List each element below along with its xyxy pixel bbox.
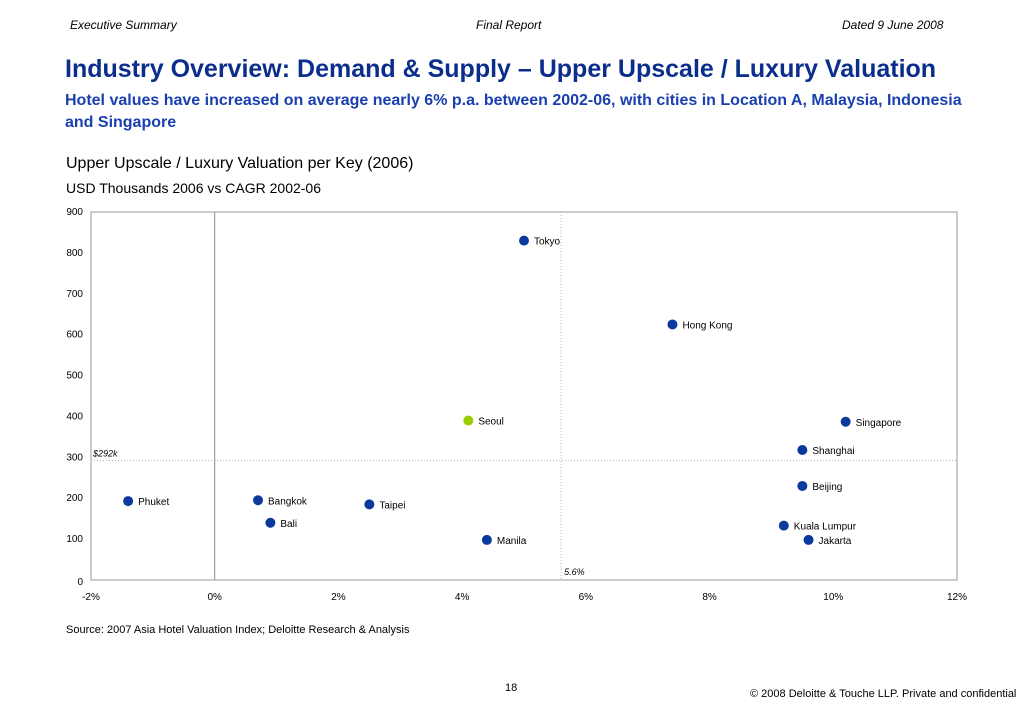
chart-title: Upper Upscale / Luxury Valuation per Key… xyxy=(66,155,414,172)
data-point-label: Seoul xyxy=(478,417,504,428)
data-point xyxy=(840,416,851,427)
y-tick-label: 900 xyxy=(66,207,83,218)
data-point xyxy=(667,319,678,330)
data-point-label: Bangkok xyxy=(268,496,308,507)
data-point-label: Bali xyxy=(280,519,297,530)
y-tick-label: 400 xyxy=(66,411,83,422)
y-tick-label: 300 xyxy=(66,452,83,463)
data-point-label: Taipei xyxy=(379,500,405,511)
x-tick-label: 12% xyxy=(947,592,967,603)
data-point xyxy=(778,520,789,531)
data-point xyxy=(364,499,375,510)
x-tick-label: 4% xyxy=(455,592,470,603)
data-point-label: Kuala Lumpur xyxy=(794,522,857,533)
source-note: Source: 2007 Asia Hotel Valuation Index;… xyxy=(66,624,410,636)
y-tick-label: 800 xyxy=(66,248,83,259)
data-point xyxy=(797,480,808,491)
data-point xyxy=(797,444,808,455)
data-point xyxy=(123,496,134,507)
data-point xyxy=(463,415,474,426)
copyright-notice: © 2008 Deloitte & Touche LLP. Private an… xyxy=(750,688,1017,700)
data-point-label: Manila xyxy=(497,536,527,547)
data-point xyxy=(265,517,276,528)
header-date-label: Dated 9 June 2008 xyxy=(842,18,944,32)
data-point-label: Jakarta xyxy=(819,536,852,547)
plot-frame xyxy=(90,211,958,581)
data-point xyxy=(481,534,492,545)
page-number: 18 xyxy=(505,682,518,694)
data-point xyxy=(519,235,529,246)
data-point xyxy=(253,495,264,506)
x-tick-label: 6% xyxy=(579,592,594,603)
data-point-label: Shanghai xyxy=(812,446,854,457)
header-section-label: Executive Summary xyxy=(70,18,177,32)
slide-subtitle: Hotel values have increased on average n… xyxy=(65,92,962,131)
data-point-label: Beijing xyxy=(812,482,842,493)
data-point xyxy=(803,534,814,545)
ref-line-label: $292k xyxy=(92,449,118,459)
y-tick-label: 700 xyxy=(66,289,83,300)
header-report-label: Final Report xyxy=(476,18,542,32)
data-point-label: Tokyo xyxy=(534,237,561,248)
chart-unit-label: USD Thousands 2006 vs CAGR 2002-06 xyxy=(66,180,321,196)
y-tick-label: 200 xyxy=(66,493,83,504)
y-tick-label: 100 xyxy=(66,534,83,545)
slide-title: Industry Overview: Demand & Supply – Upp… xyxy=(65,55,937,83)
data-point-label: Phuket xyxy=(138,497,169,508)
x-tick-label: 8% xyxy=(702,592,717,603)
y-tick-label: 0 xyxy=(77,577,83,588)
ref-line-label: 5.6% xyxy=(564,567,585,577)
x-tick-label: 10% xyxy=(823,592,843,603)
y-tick-label: 600 xyxy=(66,330,83,341)
data-point-label: Singapore xyxy=(856,418,902,429)
x-tick-label: -2% xyxy=(82,592,100,603)
data-point-label: Hong Kong xyxy=(682,320,732,331)
x-tick-label: 2% xyxy=(331,592,346,603)
x-tick-label: 0% xyxy=(207,592,222,603)
y-tick-label: 500 xyxy=(66,371,83,382)
